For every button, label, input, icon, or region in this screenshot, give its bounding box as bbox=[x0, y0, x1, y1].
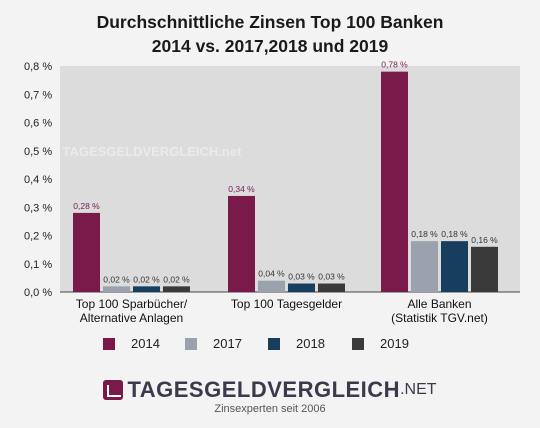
chart-title-line2: 2014 vs. 2017,2018 und 2019 bbox=[151, 36, 389, 56]
data-label: 0,16 % bbox=[471, 235, 498, 245]
data-label: 0,34 % bbox=[228, 184, 255, 194]
bar-2014 bbox=[381, 71, 408, 293]
bar-2019 bbox=[471, 246, 498, 292]
legend-item-2017: 2017 bbox=[185, 336, 242, 351]
bar-2017 bbox=[103, 286, 130, 292]
bar-chart: TAGESGELDVERGLEICH.net 0,0 % 0,1 % 0,2 % 0,3… bbox=[24, 60, 520, 325]
data-label: 0,18 % bbox=[411, 229, 438, 239]
y-tick-label: 0,3 % bbox=[24, 202, 52, 214]
legend-swatch-2014 bbox=[103, 337, 115, 350]
bar-2018 bbox=[441, 241, 468, 292]
x-category-label: Alternative Anlagen bbox=[80, 311, 183, 325]
legend-label-2019: 2019 bbox=[380, 336, 409, 351]
data-label: 0,03 % bbox=[318, 272, 345, 282]
chart-logo-icon bbox=[103, 380, 124, 400]
legend-label-2017: 2017 bbox=[213, 336, 242, 351]
data-label: 0,03 % bbox=[288, 272, 315, 282]
legend-label-2014: 2014 bbox=[131, 336, 160, 351]
logo-main-text: TAGESGELDVERGLEICH bbox=[127, 377, 401, 402]
chart-title-line1: Durchschnittliche Zinsen Top 100 Banken bbox=[96, 12, 444, 32]
y-tick-label: 0,6 % bbox=[24, 118, 52, 130]
chart-title: Durchschnittliche Zinsen Top 100 Banken … bbox=[0, 10, 540, 58]
data-label: 0,28 % bbox=[73, 201, 100, 211]
bar-2014 bbox=[228, 195, 255, 292]
y-tick-label: 0,5 % bbox=[24, 146, 52, 158]
y-tick-label: 0,1 % bbox=[24, 259, 52, 271]
legend-swatch-2018 bbox=[268, 337, 280, 350]
x-category-label: Top 100 Tagesgelder bbox=[231, 297, 342, 311]
x-category-label: Top 100 Sparbücher/ bbox=[76, 297, 188, 311]
legend-item-2018: 2018 bbox=[268, 336, 325, 351]
bar-2017 bbox=[258, 280, 285, 292]
watermark-text: TAGESGELDVERGLEICH.net bbox=[63, 144, 243, 159]
y-tick-label: 0,7 % bbox=[24, 89, 52, 101]
legend-item-2014: 2014 bbox=[103, 336, 160, 351]
legend-swatch-2017 bbox=[185, 337, 197, 350]
legend-item-2019: 2019 bbox=[352, 336, 409, 351]
y-tick-label: 0,2 % bbox=[24, 231, 52, 243]
bar-2019 bbox=[163, 286, 190, 292]
data-label: 0,02 % bbox=[133, 274, 160, 284]
data-label: 0,78 % bbox=[381, 60, 408, 70]
chart-legend: 2014 2017 2018 2019 bbox=[0, 336, 540, 362]
legend-label-2018: 2018 bbox=[296, 336, 325, 351]
logo-tld-text: .NET bbox=[400, 381, 437, 398]
x-category-label: Alle Banken bbox=[407, 297, 471, 311]
bar-2017 bbox=[411, 241, 438, 292]
data-label: 0,02 % bbox=[103, 274, 130, 284]
bar-2014 bbox=[73, 212, 100, 292]
bar-2018 bbox=[133, 286, 160, 292]
data-label: 0,02 % bbox=[163, 274, 190, 284]
legend-swatch-2019 bbox=[352, 337, 364, 350]
data-label: 0,04 % bbox=[258, 269, 285, 279]
y-tick-label: 0,8 % bbox=[24, 61, 52, 73]
bar-2018 bbox=[288, 283, 315, 292]
y-tick-label: 0,0 % bbox=[24, 287, 52, 299]
data-label: 0,18 % bbox=[441, 229, 468, 239]
brand-logo: TAGESGELDVERGLEICH .NET Zinsexperten seit… bbox=[0, 377, 540, 415]
x-category-label: (Statistik TGV.net) bbox=[391, 311, 488, 325]
y-tick-label: 0,4 % bbox=[24, 174, 52, 186]
bar-2019 bbox=[318, 283, 345, 292]
logo-tagline: Zinsexperten seit 2006 bbox=[214, 403, 326, 415]
